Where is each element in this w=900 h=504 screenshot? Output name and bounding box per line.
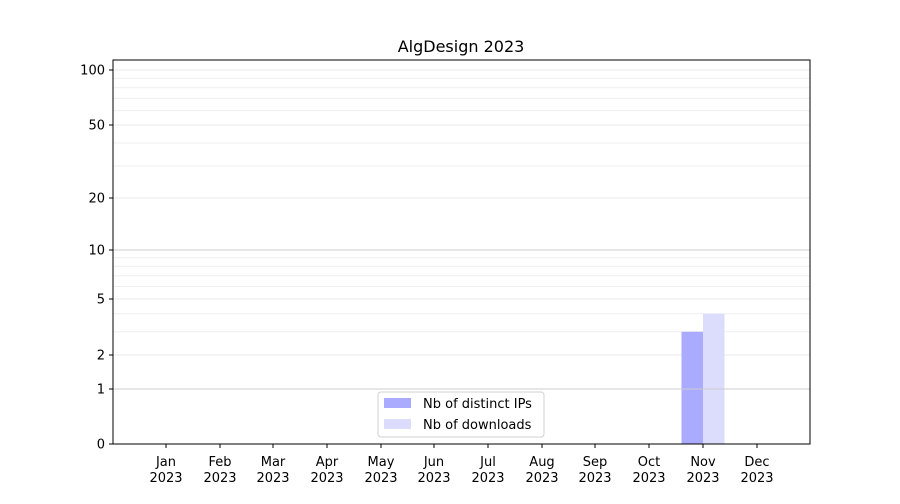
x-tick-label-year: 2023 (310, 471, 343, 486)
x-tick-label-year: 2023 (740, 471, 773, 486)
y-tick-label: 2 (97, 349, 105, 364)
legend-swatch (384, 398, 411, 408)
x-tick-label-month: Apr (316, 455, 339, 470)
legend: Nb of distinct IPs Nb of downloads (377, 391, 545, 438)
y-tick-label: 50 (88, 119, 105, 134)
bar-distinct-ips (681, 331, 703, 444)
bar-downloads (703, 313, 725, 444)
x-tick-label-year: 2023 (578, 471, 611, 486)
plot-frame (112, 59, 811, 445)
x-tick-label-month: Aug (529, 455, 554, 470)
x-tick-label-year: 2023 (256, 471, 289, 486)
x-tick-label-year: 2023 (525, 471, 558, 486)
y-tick-label: 100 (80, 64, 105, 79)
x-tick-label-month: Sep (583, 455, 608, 470)
legend-label: Nb of downloads (423, 418, 532, 433)
x-tick-label-year: 2023 (686, 471, 719, 486)
x-tick-label-month: Dec (744, 455, 769, 470)
y-tick-label: 5 (97, 293, 105, 308)
x-tick-label-year: 2023 (364, 471, 397, 486)
chart-title: AlgDesign 2023 (398, 37, 525, 56)
x-tick-label-year: 2023 (203, 471, 236, 486)
x-tick-label-month: Mar (261, 455, 286, 470)
legend-label: Nb of distinct IPs (423, 397, 532, 412)
x-tick-label-month: May (368, 455, 395, 470)
x-tick-label-year: 2023 (417, 471, 450, 486)
y-tick-label: 0 (97, 438, 105, 453)
x-tick-label-month: Jul (479, 455, 496, 470)
legend-box (377, 391, 545, 438)
x-tick-label-year: 2023 (632, 471, 665, 486)
x-tick-label-year: 2023 (471, 471, 504, 486)
x-tick-label-month: Oct (638, 455, 660, 470)
x-tick-label-year: 2023 (149, 471, 182, 486)
x-tick-label-month: Jun (423, 455, 444, 470)
x-tick-label-month: Jan (155, 455, 176, 470)
x-tick-label-month: Feb (208, 455, 231, 470)
y-tick-label: 1 (97, 383, 105, 398)
x-tick-label-month: Nov (690, 455, 716, 470)
legend-swatch (384, 419, 411, 429)
y-tick-label: 10 (88, 244, 105, 259)
y-tick-label: 20 (88, 192, 105, 207)
